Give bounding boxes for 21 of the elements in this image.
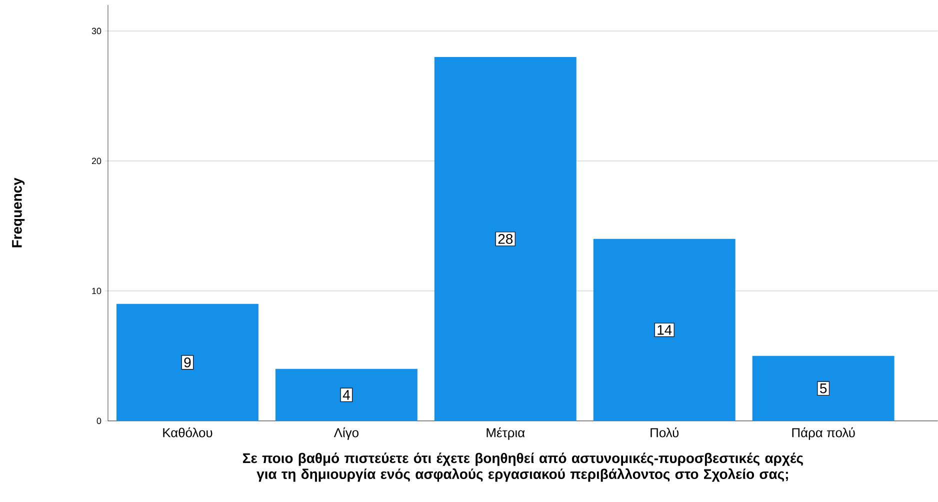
x-tick-label: Λίγο <box>334 427 358 440</box>
data-label: 4 <box>342 390 350 400</box>
bar <box>116 304 258 421</box>
y-tick-label: 0 <box>96 418 102 424</box>
bar <box>752 356 894 421</box>
y-tick-label: 30 <box>92 28 102 34</box>
x-tick-label: Καθόλου <box>163 427 212 438</box>
bar <box>275 368 418 421</box>
data-label: 9 <box>184 358 191 368</box>
y-tick-label: 10 <box>92 288 102 294</box>
data-label: 28 <box>498 234 513 244</box>
x-tick-label: Πολύ <box>650 427 679 438</box>
bar <box>593 238 736 421</box>
y-tick-label: 20 <box>92 158 102 164</box>
x-axis-title: Σε ποιο βαθμό πιστεύετε ότι έχετε βοηθηθεί από αστυνομικές-πυροσβεστικές αρχές για τη δημιουργία ενός ασφαλούς εργασιακού περιβάλλοντος στο Σχολείο σας; <box>242 452 803 482</box>
y-axis-title: Frequency <box>12 178 25 248</box>
bar <box>434 57 576 421</box>
x-tick-label: Μέτρια <box>486 427 525 440</box>
data-label: 5 <box>820 384 827 394</box>
x-tick-label: Πάρα πολύ <box>792 427 855 440</box>
data-label: 14 <box>658 325 672 335</box>
